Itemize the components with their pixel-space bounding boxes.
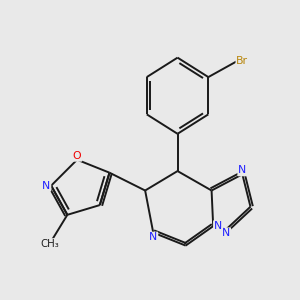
Text: Br: Br xyxy=(236,56,248,66)
Text: N: N xyxy=(238,165,247,176)
Text: N: N xyxy=(42,181,50,190)
Text: CH₃: CH₃ xyxy=(40,239,59,249)
Text: O: O xyxy=(73,151,81,161)
Text: N: N xyxy=(214,221,222,231)
Text: N: N xyxy=(222,228,230,238)
Text: N: N xyxy=(149,232,158,242)
